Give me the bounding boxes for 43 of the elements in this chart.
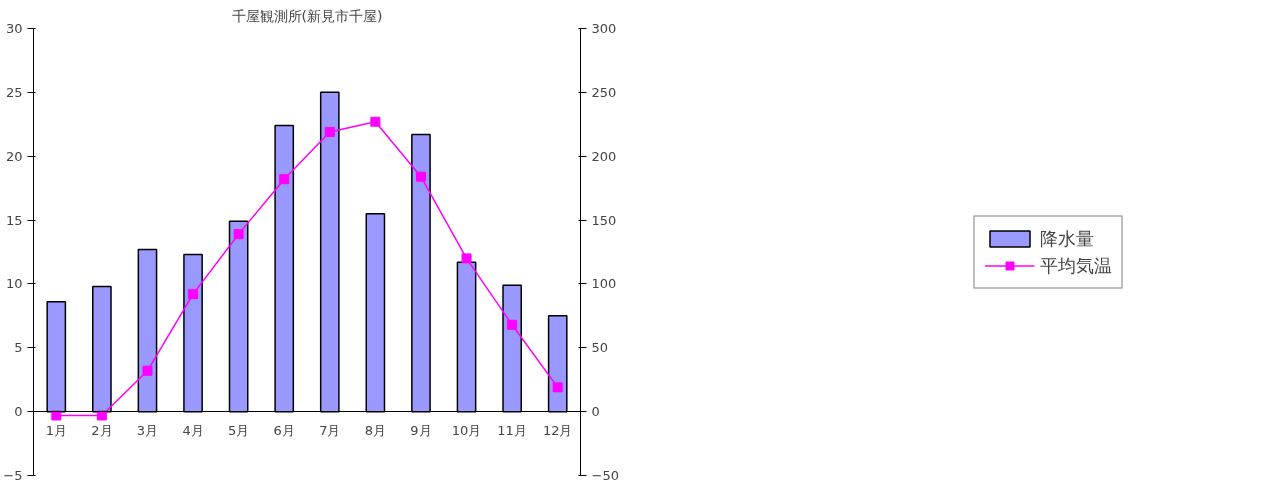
y-tick-label: 15 xyxy=(5,212,23,228)
y-tick-label: 0 xyxy=(14,404,23,420)
point xyxy=(324,126,335,137)
x-tick-label: 7月 xyxy=(319,422,341,438)
x-tick-label: 9月 xyxy=(410,422,432,438)
point xyxy=(415,171,426,182)
legend-label: 降水量 xyxy=(1039,226,1094,250)
y2-tick-label: 300 xyxy=(591,21,617,36)
y2-tick-label: −50 xyxy=(591,468,619,483)
y-tick-label: 5 xyxy=(14,340,23,356)
y-tick-label: −5 xyxy=(3,468,23,483)
y2-tick-label: 150 xyxy=(591,212,617,228)
point xyxy=(507,319,518,330)
x-tick-label: 12月 xyxy=(542,422,573,438)
point xyxy=(461,253,472,264)
point xyxy=(96,410,107,421)
y-tick-label: 20 xyxy=(5,148,23,164)
chart-title: 千屋観測所(新見市千屋) xyxy=(231,7,383,24)
x-tick-label: 5月 xyxy=(227,422,250,438)
point xyxy=(51,410,62,421)
y2-tick-label: 250 xyxy=(591,84,617,100)
point xyxy=(142,365,153,376)
y2-tick-label: 200 xyxy=(591,148,617,164)
y-tick-label: 25 xyxy=(5,84,23,100)
x-tick-label: 2月 xyxy=(91,422,113,438)
y-tick-label: 10 xyxy=(5,276,23,292)
x-tick-label: 1月 xyxy=(45,422,67,438)
y-tick-label: 30 xyxy=(5,21,23,36)
x-tick-label: 4月 xyxy=(182,422,204,438)
point xyxy=(552,382,563,393)
point xyxy=(370,116,381,127)
legend-label: 平均気温 xyxy=(1039,253,1112,277)
point xyxy=(188,289,199,300)
x-tick-label: 11月 xyxy=(497,422,527,438)
x-tick-label: 8月 xyxy=(364,422,387,438)
point xyxy=(233,229,244,240)
x-tick-label: 6月 xyxy=(273,422,295,438)
y2-tick-label: 50 xyxy=(591,340,609,356)
y2-tick-label: 0 xyxy=(591,404,600,420)
x-tick-label: 3月 xyxy=(136,422,159,438)
y2-tick-label: 100 xyxy=(591,276,617,292)
x-tick-label: 10月 xyxy=(451,422,482,438)
point xyxy=(279,174,290,185)
